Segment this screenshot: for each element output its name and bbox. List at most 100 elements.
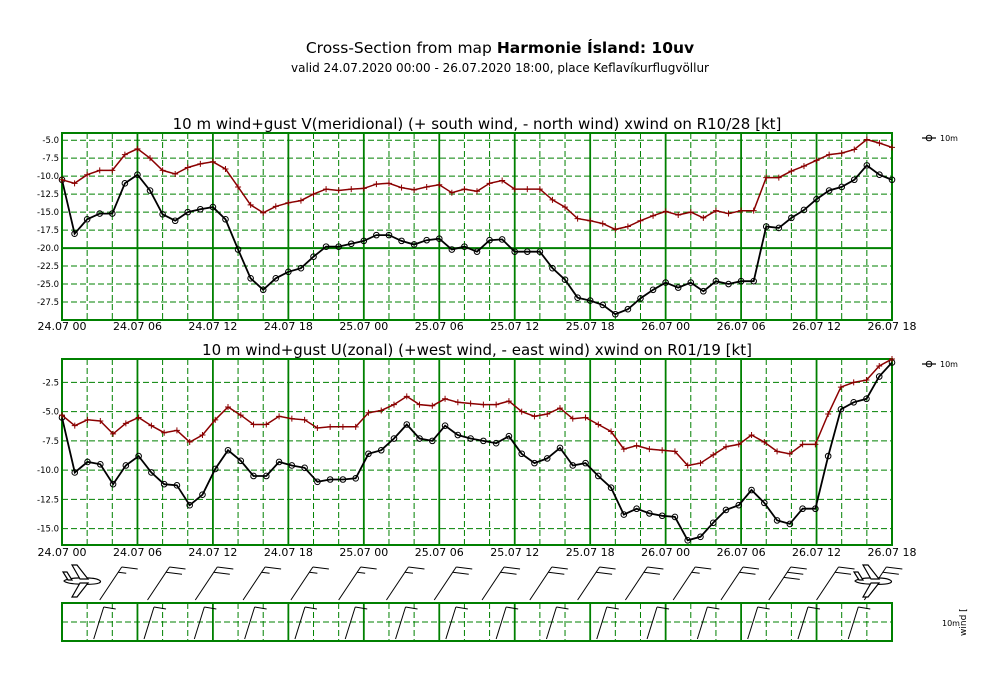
gust-point xyxy=(633,442,640,449)
x-tick-label: 24.07 00 xyxy=(38,546,87,559)
wind-point xyxy=(448,246,456,253)
wind-barb-staff xyxy=(768,566,792,601)
wind-barb-feather xyxy=(500,571,517,575)
wind-barb-small xyxy=(495,606,519,640)
gust-point xyxy=(863,136,870,143)
gust-point xyxy=(59,412,65,419)
wind-point xyxy=(825,187,833,194)
gust-point xyxy=(276,413,283,420)
y-tick-label: -10.0 xyxy=(37,172,59,182)
x-tick-label: 24.07 18 xyxy=(264,320,313,333)
gust-point xyxy=(84,416,91,423)
wind-point xyxy=(684,537,691,544)
gust-point xyxy=(687,209,694,216)
gust-point xyxy=(423,183,430,190)
wind-point xyxy=(633,505,640,513)
gust-point xyxy=(620,446,627,453)
wind-point xyxy=(637,295,644,302)
wind-barb-half-feather xyxy=(261,571,270,574)
gust-point xyxy=(889,144,895,151)
gust-point xyxy=(122,420,129,427)
gust-point xyxy=(442,395,449,402)
wind-point xyxy=(876,171,883,179)
wind-point xyxy=(222,216,229,223)
wind-barb-feather xyxy=(503,566,521,570)
wind-barb xyxy=(577,566,616,601)
wind-point xyxy=(377,446,385,454)
gust-point xyxy=(398,184,405,191)
gust-point xyxy=(536,186,543,193)
gust-series-line xyxy=(61,138,893,231)
gust-point xyxy=(799,441,806,448)
wind-point xyxy=(712,277,720,285)
wind-barb-staff xyxy=(847,606,859,640)
gust-point xyxy=(608,428,615,435)
wind-barb-staff xyxy=(395,606,407,640)
gust-point xyxy=(159,167,166,174)
wind-barb-staff xyxy=(577,566,601,601)
page-title: Cross-Section from map Harmonie Ísland: … xyxy=(0,38,1000,58)
wind-point xyxy=(360,237,368,245)
wind-point xyxy=(326,476,334,483)
wind-point xyxy=(171,217,179,225)
wind-barb-half-feather xyxy=(404,571,414,574)
wind-point xyxy=(788,214,795,222)
wind-point xyxy=(505,432,513,440)
wind-point xyxy=(518,450,525,458)
wind-barb-small xyxy=(294,606,318,640)
wind-point xyxy=(429,437,436,445)
gust-point xyxy=(186,439,193,446)
wind-point xyxy=(250,472,257,480)
plot-frame xyxy=(61,132,893,321)
wind-barb-staff xyxy=(672,566,696,601)
wind-point xyxy=(748,486,755,494)
gust-point xyxy=(352,423,359,430)
gust-point xyxy=(335,187,342,194)
wind-point xyxy=(863,162,871,169)
gust-point xyxy=(448,189,455,196)
wind-barb-feather xyxy=(596,571,613,575)
wind-barb-small xyxy=(797,606,821,640)
wind-barb-small xyxy=(143,606,167,640)
wind-barb-staff xyxy=(445,606,457,640)
wind-point xyxy=(599,301,607,309)
wind-point xyxy=(498,236,506,243)
wind-barb-small xyxy=(596,606,619,640)
gust-point xyxy=(109,167,116,174)
wind-point xyxy=(461,243,468,250)
gust-point xyxy=(650,212,657,219)
wind-point xyxy=(301,464,308,472)
wind-barb-feather xyxy=(787,571,804,575)
y-tick-label: -20.0 xyxy=(37,244,59,254)
y-tick-label: -15.0 xyxy=(37,525,59,535)
wind-barb-staff xyxy=(344,606,356,640)
wind-point xyxy=(624,305,632,313)
wind-point xyxy=(314,478,321,486)
wind-barb-feather xyxy=(103,606,116,610)
gust-point xyxy=(587,217,594,224)
wind-barb-feather xyxy=(742,566,760,570)
wind-point xyxy=(813,195,820,203)
gust-point xyxy=(788,168,795,175)
wind-point xyxy=(812,505,819,513)
wind-barb xyxy=(816,566,855,601)
wind-point xyxy=(700,287,707,295)
wind-point xyxy=(148,469,155,476)
gust-point xyxy=(761,439,768,446)
gust-point xyxy=(763,174,770,181)
wind-barb-staff xyxy=(596,606,608,640)
y-tick-label: -5.0 xyxy=(42,136,59,146)
wind-barb-small xyxy=(847,606,871,640)
gust-point xyxy=(110,430,117,437)
gust-point xyxy=(416,401,423,408)
gust-point xyxy=(569,415,576,422)
x-tick-label: 26.07 00 xyxy=(641,546,690,559)
wind-barb xyxy=(481,566,521,601)
wind-point xyxy=(658,512,666,520)
x-tick-label: 26.07 12 xyxy=(792,320,841,333)
gust-point xyxy=(671,448,678,455)
wind-point xyxy=(435,235,443,243)
zonal-wind-chart: 10 m wind+gust U(zonal) (+west wind, - e… xyxy=(37,341,958,559)
wind-barb-feather xyxy=(807,606,821,610)
